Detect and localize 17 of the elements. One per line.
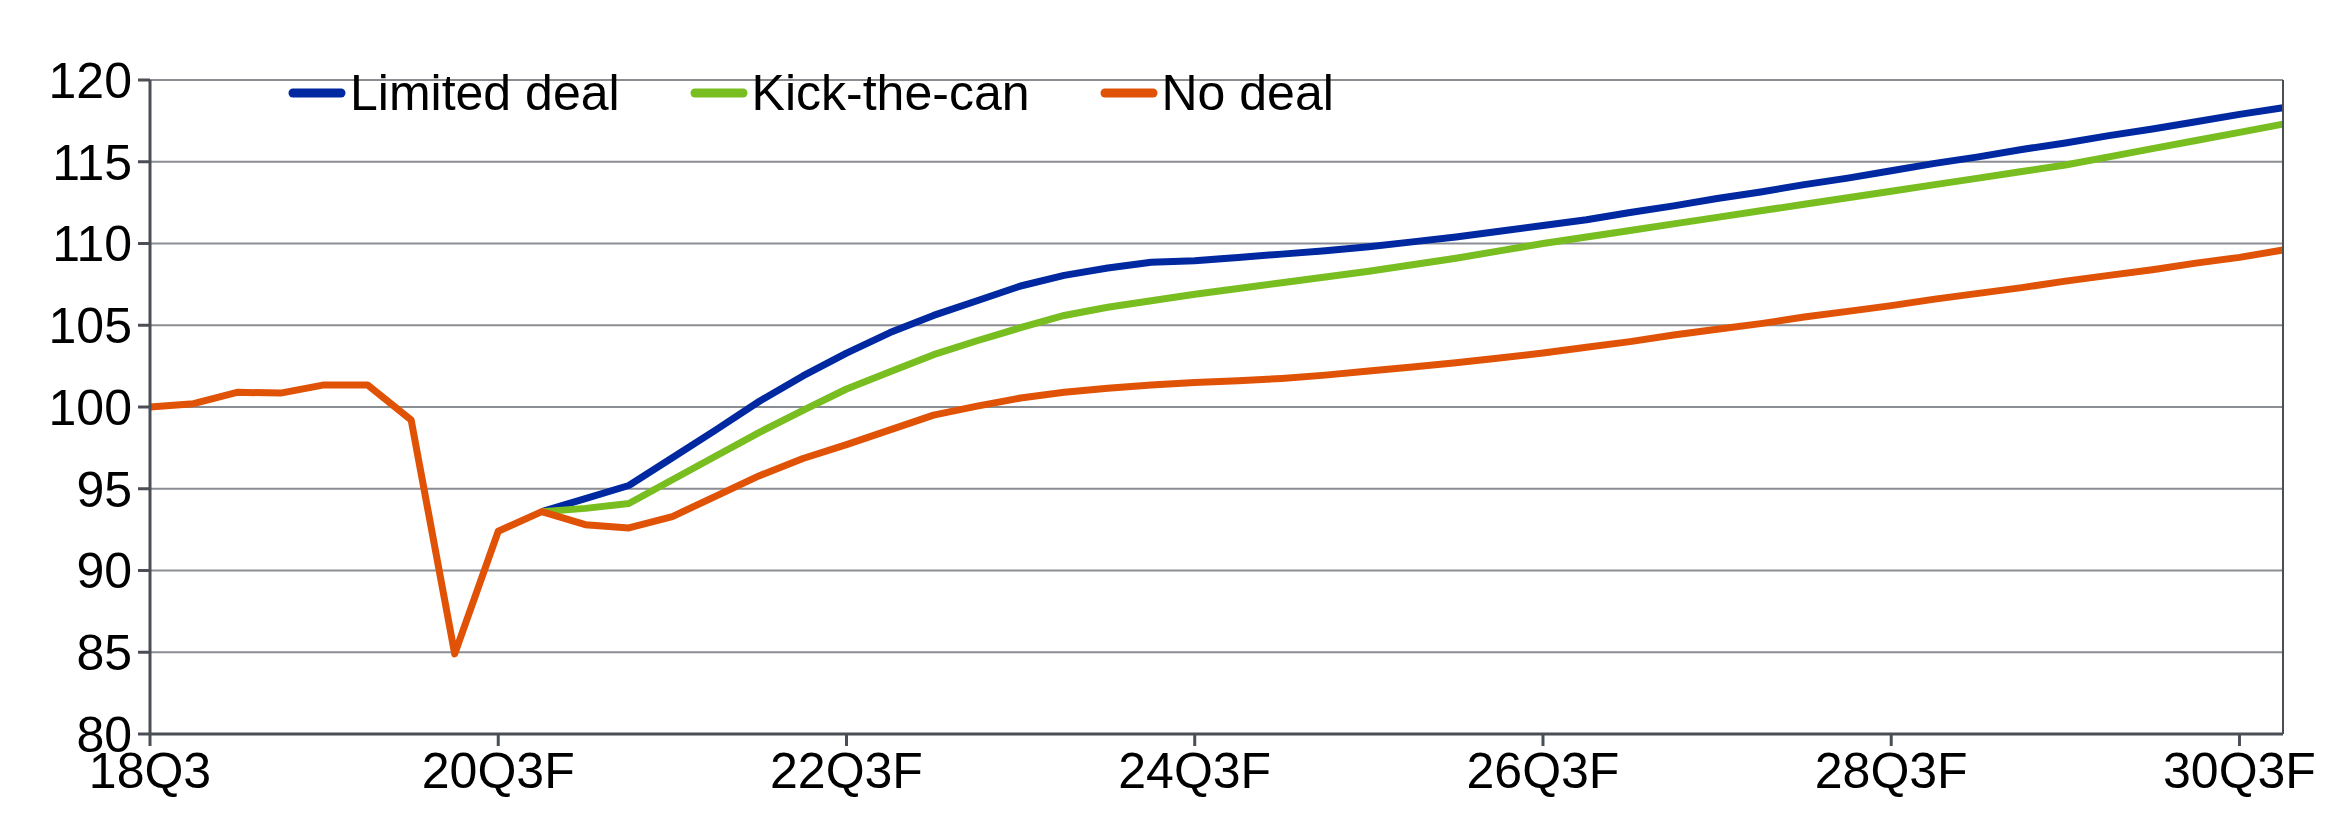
y-tick-label: 100: [48, 379, 132, 436]
y-tick-label: 120: [48, 52, 132, 109]
legend-label: Limited deal: [350, 65, 620, 121]
x-tick-label: 30Q3F: [2163, 742, 2316, 799]
y-tick-label: 95: [76, 461, 132, 518]
y-tick-label: 115: [52, 134, 132, 191]
y-tick-label: 85: [76, 625, 132, 681]
legend-label: Kick-the-can: [751, 65, 1030, 121]
x-tick-label: 20Q3F: [421, 742, 575, 799]
y-tick-label: 105: [48, 298, 132, 354]
y-tick-label: 90: [76, 543, 132, 600]
y-tick-label: 110: [52, 216, 132, 273]
x-tick-label: 28Q3F: [1814, 742, 1968, 799]
x-tick-label: 22Q3F: [770, 742, 923, 799]
x-tick-label: 24Q3F: [1118, 742, 1272, 799]
x-tick-label: 26Q3F: [1466, 742, 1620, 799]
legend-label: No deal: [1161, 65, 1334, 121]
